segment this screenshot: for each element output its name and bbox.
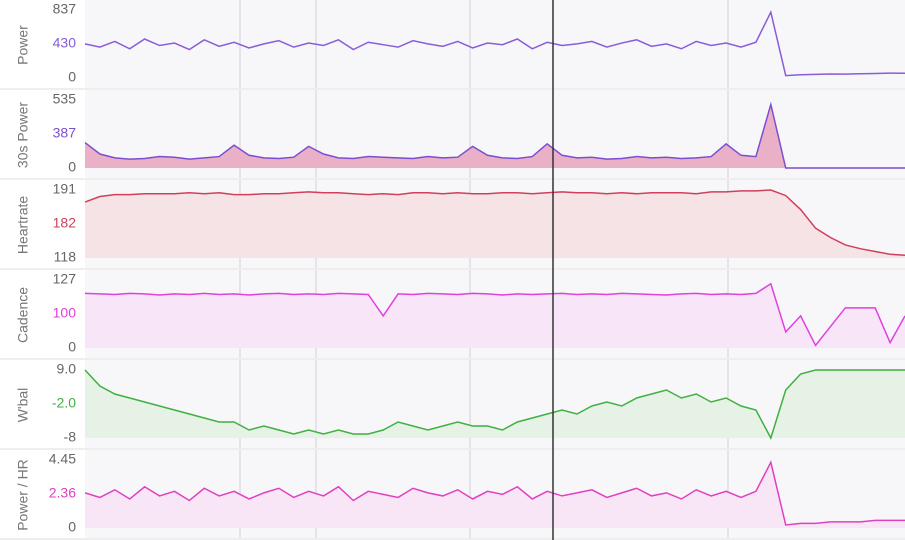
area [85,104,905,168]
line [84,101,905,169]
cursor-value: 100 [53,305,77,321]
area [85,370,905,438]
y-tick-label: 0 [68,519,76,535]
line [84,9,905,77]
y-tick-label: 9.0 [57,361,77,377]
y-tick-label: 0 [68,159,76,175]
y-tick-label: 191 [53,181,77,197]
line [84,369,905,440]
y-tick-label: 118 [54,249,77,265]
y-tick-label: 535 [53,91,77,107]
y-axis-label: Cadence [15,287,31,343]
y-tick-label: 4.45 [49,451,76,467]
cursor-value: 387 [53,125,77,141]
line [84,189,905,256]
area [85,462,905,528]
y-axis-label: W'bal [15,388,31,423]
cursor-value: 2.36 [49,485,76,501]
line [84,282,905,347]
y-tick-label: 837 [53,1,77,17]
y-axis-label: Power / HR [15,459,31,531]
y-tick-label: 0 [68,339,76,355]
y-axis-label: 30s Power [15,102,31,168]
cursor-value: -2.0 [52,395,76,411]
y-tick-label: -8 [64,429,77,445]
y-axis-label: Heartrate [15,196,31,255]
cursor-value: 182 [53,215,77,231]
y-tick-label: 0 [68,69,76,85]
y-tick-label: 127 [53,271,77,287]
cursor-value: 430 [53,35,77,51]
area [85,283,905,348]
y-axis-label: Power [15,25,31,65]
line [84,460,905,526]
area [85,190,905,258]
